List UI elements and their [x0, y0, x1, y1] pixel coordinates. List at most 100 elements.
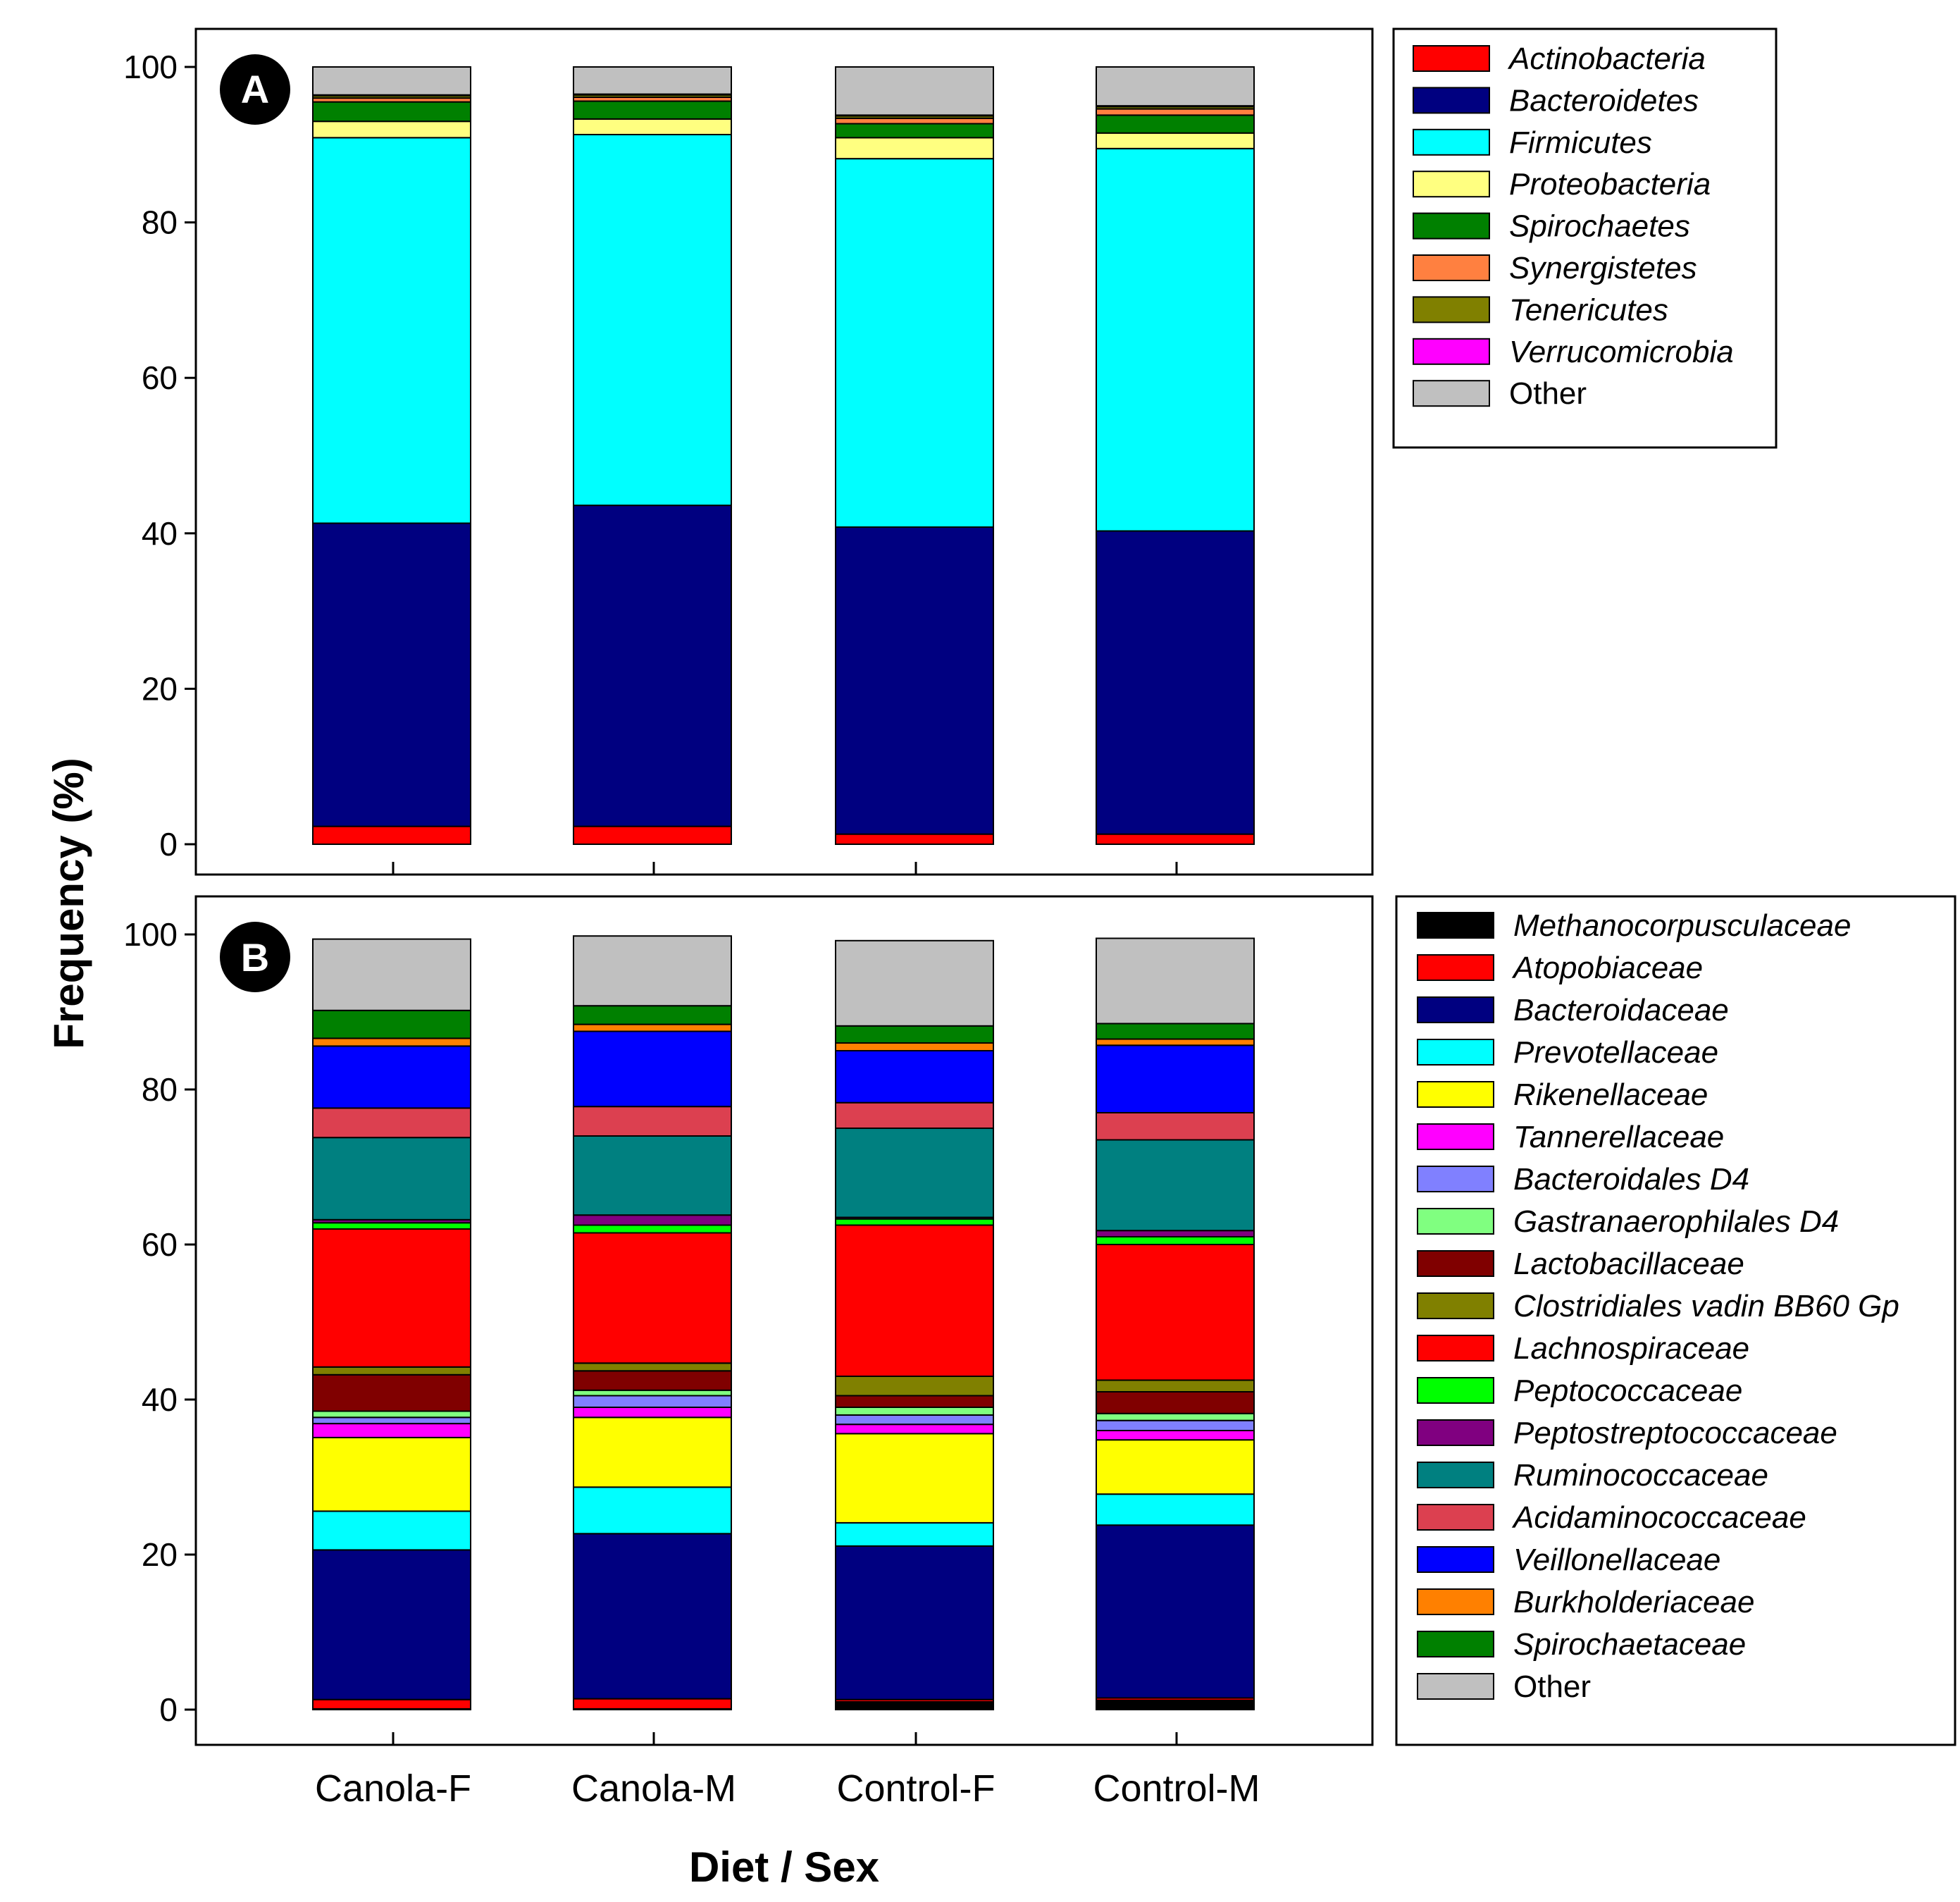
panel-a-bars [312, 66, 1255, 846]
panel-b-bar-control-m [1096, 937, 1255, 1711]
panel-a-segment-spirochaetes-canola-f [312, 101, 471, 123]
panel-b-segment-lachnospiraceae-control-m [1096, 1244, 1255, 1381]
panel-b-segment-ruminococcaceae-canola-m [573, 1135, 732, 1216]
panel-a-legend-item-spirochaetes: Spirochaetes [1413, 209, 1690, 244]
panel-a-label: A [241, 67, 269, 111]
x-axis-title: Diet / Sex [689, 1844, 879, 1891]
panel-b-legend-item-peptostreptococcaceae: Peptostreptococcaceae [1417, 1416, 1837, 1450]
panel-a-legend-swatch [1413, 171, 1490, 198]
panel-b-segment-lactobacillaceae-control-m [1096, 1391, 1255, 1414]
panel-a-segment-firmicutes-canola-f [312, 137, 471, 524]
panel-a-y-tick-label: 0 [159, 826, 178, 863]
panel-b-segment-rikenellaceae-canola-f [312, 1436, 471, 1512]
panel-a-legend-label: Other [1509, 376, 1587, 411]
panel-a-bar-canola-f [312, 66, 471, 845]
panel-b-segment-gastranaerophilales-d4-control-f [835, 1407, 994, 1416]
panel-b-segment-peptococcaceae-control-m [1096, 1236, 1255, 1245]
panel-a-segment-firmicutes-control-m [1096, 147, 1255, 532]
panel-a-x-ticks [392, 862, 1178, 875]
panel-b-legend-item-clostridiales-vadin-bb60-gp: Clostridiales vadin BB60 Gp [1417, 1289, 1899, 1323]
panel-b-legend-label: Lachnospiraceae [1513, 1331, 1749, 1366]
panel-b-segment-spirochaetaceae-control-f [835, 1025, 994, 1044]
panel-a-segment-spirochaetes-control-f [835, 123, 994, 139]
panel-b-y-tick-label: 40 [142, 1381, 178, 1418]
panel-b-legend-swatch [1417, 1039, 1494, 1066]
panel-a-legend-label: Spirochaetes [1509, 209, 1690, 244]
panel-b-legend-label: Burkholderiaceae [1513, 1585, 1754, 1619]
panel-a-y-tick-label: 60 [142, 359, 178, 396]
panel-b: 0 20 40 60 80 100 B [123, 895, 1374, 1746]
panel-b-legend-item-rikenellaceae: Rikenellaceae [1417, 1077, 1708, 1112]
panel-b-segment-bacteroidaceae-control-f [835, 1545, 994, 1700]
panel-b-x-ticks [392, 1732, 1178, 1745]
panel-b-segment-rikenellaceae-canola-m [573, 1416, 732, 1488]
panel-b-legend-swatch [1417, 1081, 1494, 1108]
panel-b-legend-label: Peptostreptococcaceae [1513, 1416, 1837, 1450]
panel-a-badge [220, 54, 290, 125]
panel-a-bar-canola-m [573, 66, 732, 845]
panel-b-legend-swatch [1417, 1546, 1494, 1573]
panel-b-segment-acidaminococcaceae-control-m [1096, 1112, 1255, 1141]
panel-b-segment-clostridiales-vadin-bb60-gp-canola-f [312, 1366, 471, 1376]
panel-b-segment-spirochaetaceae-control-m [1096, 1023, 1255, 1040]
panel-b-bar-canola-m [573, 935, 732, 1710]
panel-b-legend-label: Lactobacillaceae [1513, 1247, 1744, 1281]
panel-b-segment-spirochaetaceae-canola-m [573, 1005, 732, 1025]
panel-a: 0 20 40 60 80 100 A [123, 27, 1374, 876]
panel-a-legend-label: Firmicutes [1509, 125, 1652, 160]
panel-b-segment-other-control-f [835, 939, 994, 1027]
panel-b-segment-atopobiaceae-canola-f [312, 1698, 471, 1710]
panel-b-legend-label: Methanocorpusculaceae [1513, 908, 1851, 943]
panel-b-legend-label: Peptococcaceae [1513, 1373, 1742, 1408]
panel-b-legend-item-methanocorpusculaceae: Methanocorpusculaceae [1417, 908, 1851, 943]
panel-b-legend-swatch [1417, 1166, 1494, 1192]
panel-b-segment-bacteroidaceae-control-m [1096, 1524, 1255, 1699]
panel-b-legend-frame [1395, 895, 1956, 1746]
panel-b-segment-peptostreptococcaceae-canola-m [573, 1214, 732, 1226]
panel-a-legend-label: Actinobacteria [1507, 42, 1706, 76]
panel-a-segment-bacteroidetes-canola-f [312, 522, 471, 827]
panel-a-segment-synergistetes-control-f [835, 117, 994, 125]
panel-b-segment-ruminococcaceae-control-f [835, 1128, 994, 1218]
panel-a-legend-swatch [1413, 338, 1490, 365]
panel-b-bars [312, 935, 1255, 1711]
panel-b-legend: Methanocorpusculaceae Atopobiaceae Bactero… [1395, 895, 1956, 1746]
panel-b-legend-swatch [1417, 996, 1494, 1023]
panel-b-segment-prevotellaceae-canola-m [573, 1486, 732, 1535]
panel-a-legend: Actinobacteria Bacteroidetes Firmicutes Pro… [1392, 27, 1778, 449]
panel-b-y-axis: 0 20 40 60 80 100 [123, 916, 196, 1728]
panel-a-y-axis: 0 20 40 60 80 100 [123, 49, 196, 863]
panel-b-y-tick-label: 20 [142, 1536, 178, 1573]
panel-b-legend-item-tannerellaceae: Tannerellaceae [1417, 1120, 1724, 1154]
panel-a-bar-control-m [1096, 66, 1255, 846]
panel-b-legend-item-other: Other [1417, 1669, 1591, 1704]
panel-b-legend-label: Tannerellaceae [1513, 1120, 1724, 1154]
panel-b-legend-label: Acidaminococcaceae [1511, 1500, 1806, 1535]
x-category-label-canola-m: Canola-M [571, 1767, 736, 1810]
panel-b-segment-veillonellaceae-control-f [835, 1050, 994, 1104]
panel-a-segment-proteobacteria-control-m [1096, 132, 1255, 149]
panel-b-segment-lactobacillaceae-canola-f [312, 1373, 471, 1412]
panel-b-segment-tannerellaceae-canola-m [573, 1407, 732, 1419]
panel-a-legend-swatch [1413, 380, 1490, 407]
panel-a-segment-spirochaetes-canola-m [573, 100, 732, 120]
panel-b-legend-item-veillonellaceae: Veillonellaceae [1417, 1543, 1720, 1577]
panel-a-legend-swatch [1413, 212, 1490, 240]
panel-a-legend-label: Synergistetes [1509, 251, 1697, 285]
panel-b-segment-ruminococcaceae-control-m [1096, 1139, 1255, 1232]
panel-b-segment-peptococcaceae-control-f [835, 1218, 994, 1226]
panel-b-segment-other-canola-m [573, 935, 732, 1007]
panel-a-legend-item-verrucomicrobia: Verrucomicrobia [1413, 335, 1734, 369]
panel-b-legend-swatch [1417, 1292, 1494, 1319]
panel-a-segment-other-control-f [835, 66, 994, 116]
panel-b-segment-acidaminococcaceae-control-f [835, 1101, 994, 1129]
y-axis-title: Frequency (%) [45, 758, 92, 1049]
panel-a-segment-proteobacteria-canola-m [573, 118, 732, 135]
panel-b-legend-swatch [1417, 1335, 1494, 1361]
panel-b-segment-bacteroidaceae-canola-m [573, 1533, 732, 1700]
panel-a-legend-label: Tenericutes [1509, 292, 1668, 327]
panel-b-segment-prevotellaceae-canola-f [312, 1510, 471, 1551]
panel-a-segment-firmicutes-canola-m [573, 133, 732, 507]
panel-a-legend-swatch [1413, 45, 1490, 72]
